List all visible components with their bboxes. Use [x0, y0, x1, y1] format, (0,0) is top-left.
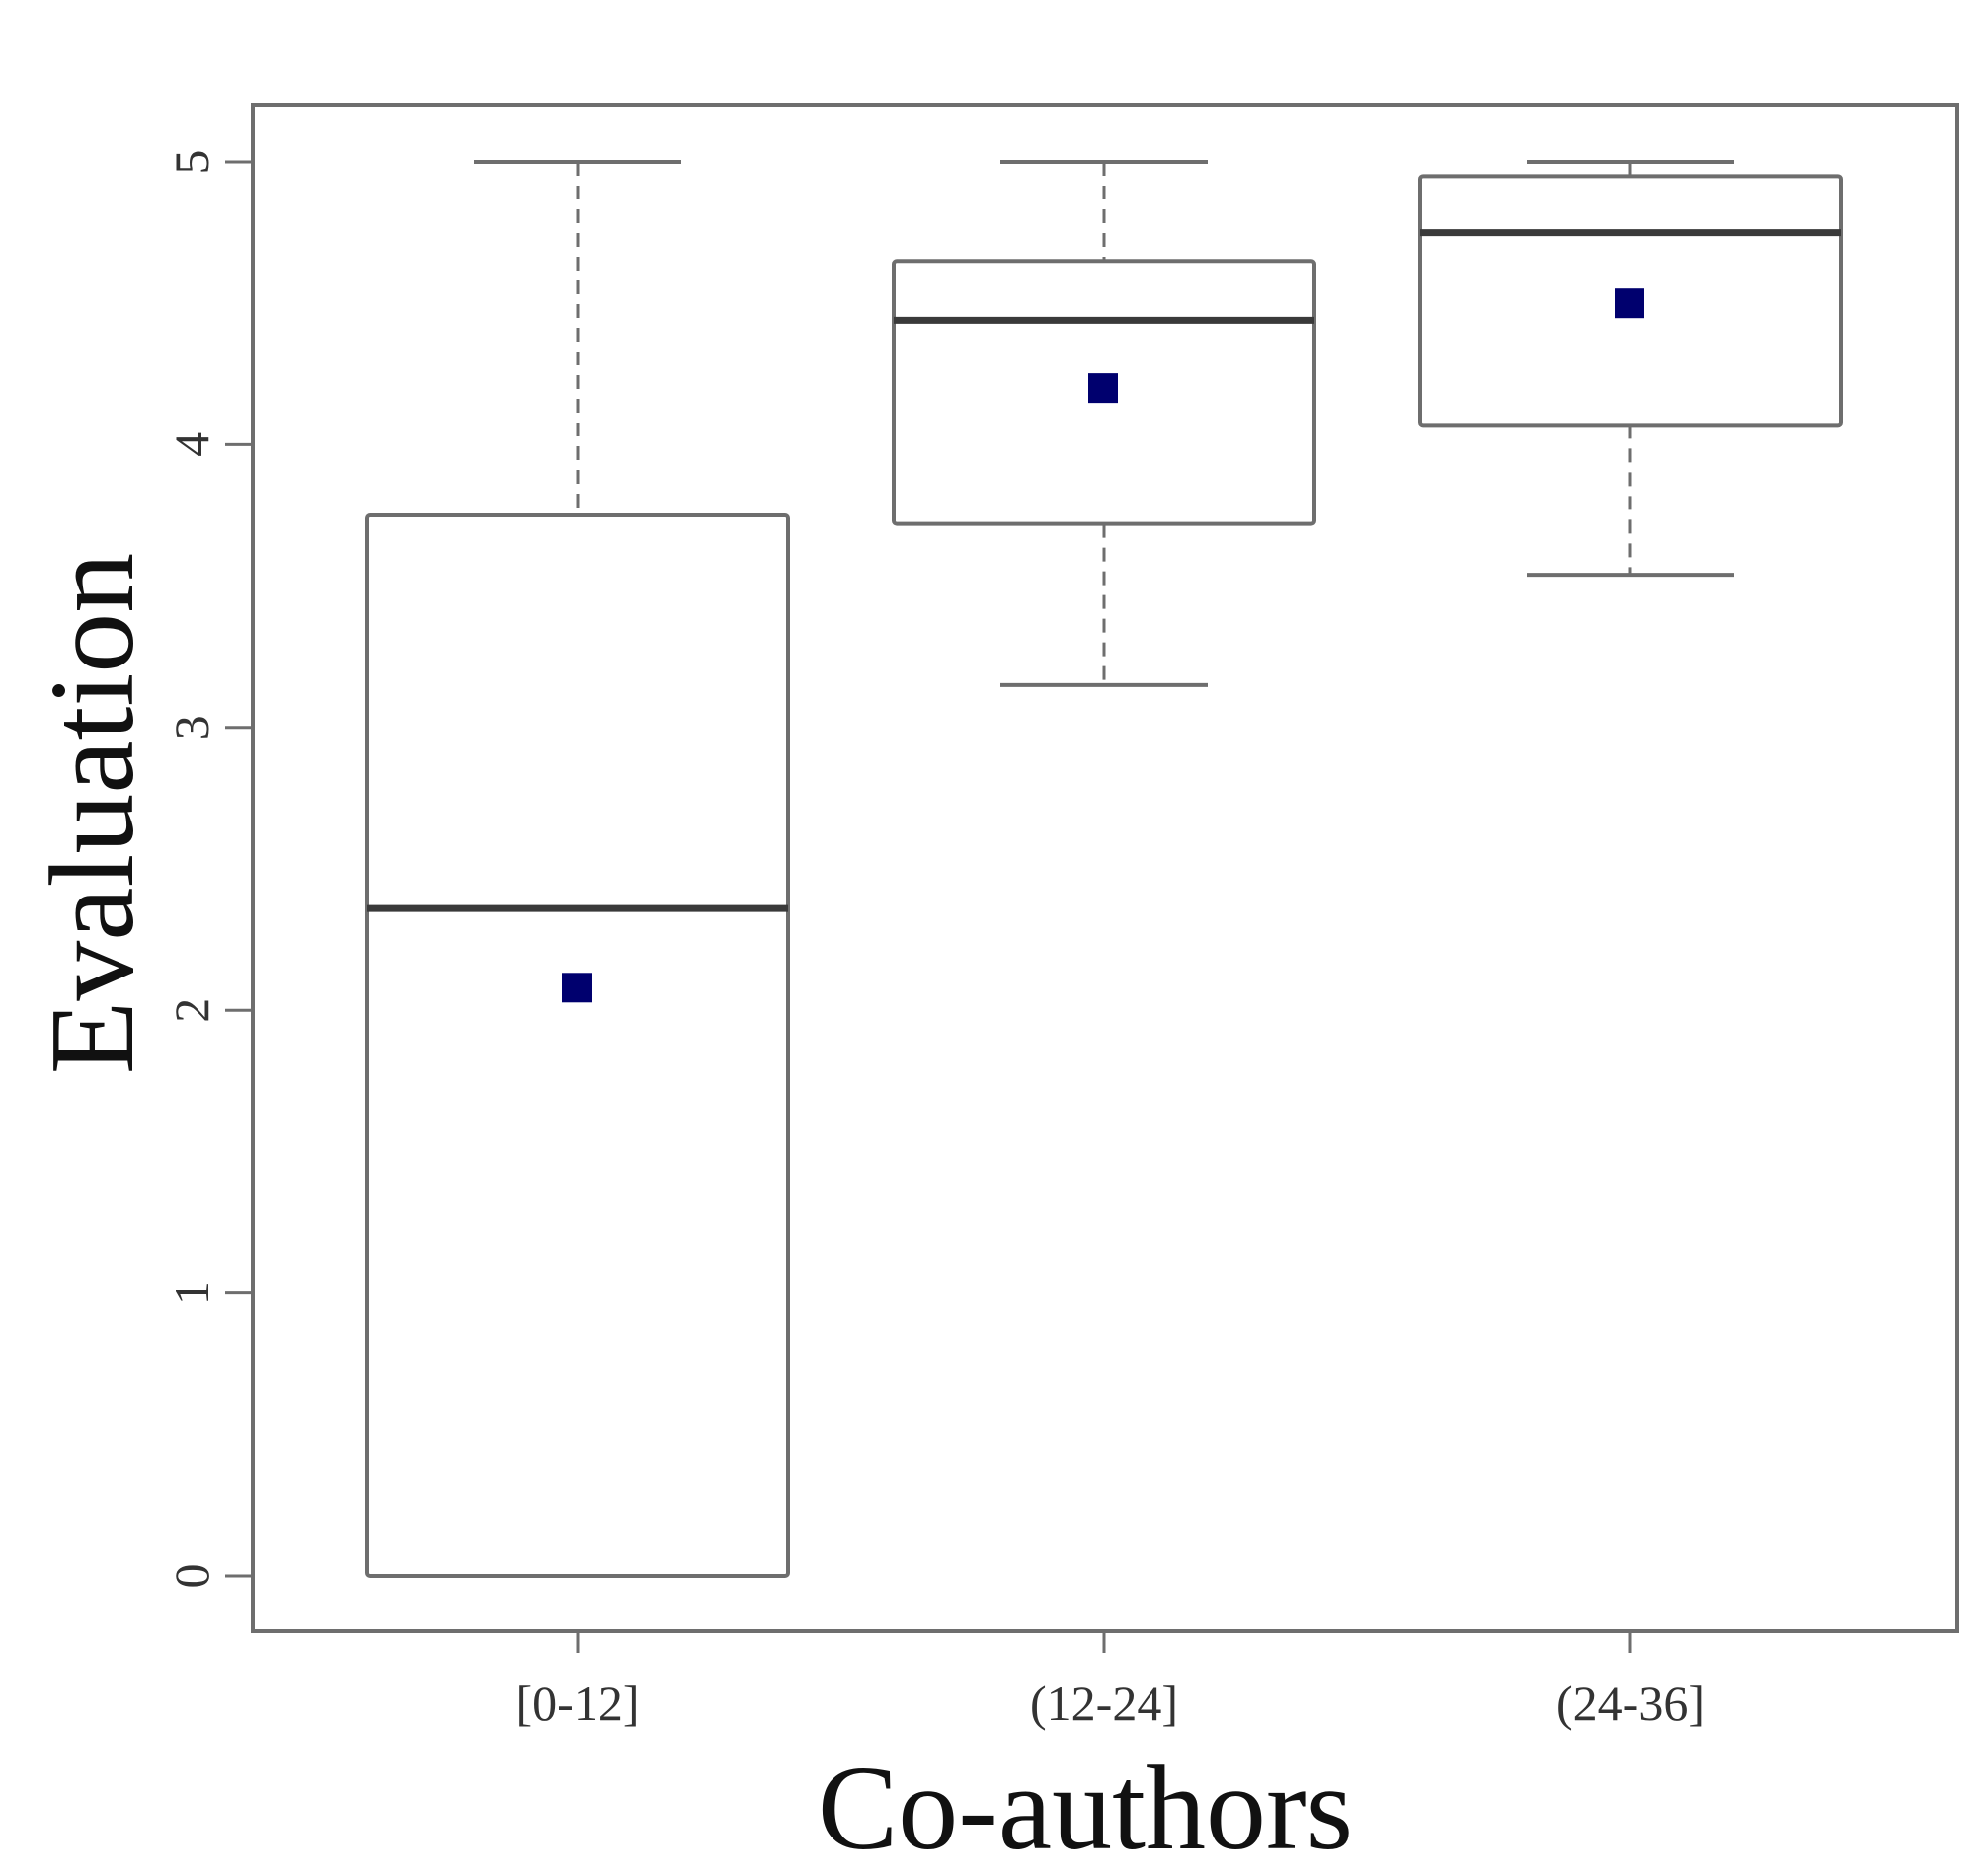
- x-tick-label: [0-12]: [516, 1676, 640, 1731]
- x-tick-label: (12-24]: [1030, 1676, 1178, 1731]
- box-1: [892, 160, 1316, 687]
- box-0: [365, 160, 790, 1578]
- mean-marker: [1088, 373, 1118, 404]
- y-tick-label: 0: [164, 1564, 219, 1589]
- x-tick-label: (24-36]: [1556, 1676, 1705, 1731]
- mean-marker: [562, 973, 592, 1003]
- y-tick-label: 5: [164, 150, 219, 175]
- y-tick-label: 1: [164, 1281, 219, 1305]
- mean-marker: [1615, 288, 1644, 319]
- y-axis: 0 1 2 3 4 5: [164, 150, 253, 1589]
- box-series: [365, 160, 1843, 1578]
- y-tick-label: 4: [164, 432, 219, 457]
- y-tick-label: 2: [164, 998, 219, 1023]
- iqr-box: [365, 513, 790, 1578]
- x-axis: [0-12] (12-24] (24-36]: [516, 1631, 1705, 1731]
- y-axis-title: Evaluation: [26, 553, 159, 1075]
- y-tick-label: 3: [164, 715, 219, 740]
- box-2: [1418, 160, 1843, 578]
- x-axis-title: Co-authors: [818, 1742, 1353, 1875]
